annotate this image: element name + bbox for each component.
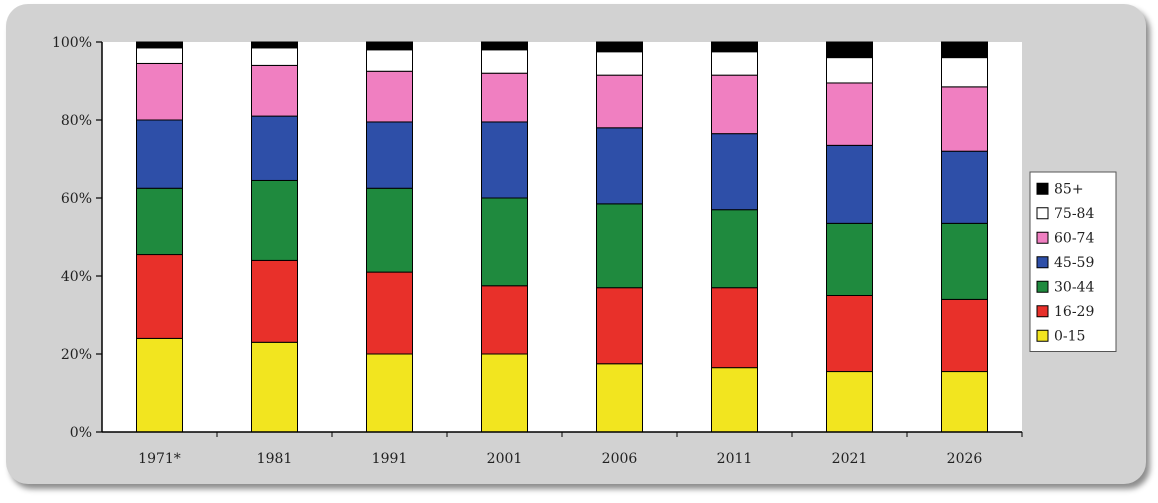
bar-segment [941, 298, 988, 373]
bar-segment [711, 41, 758, 53]
bar-segment [366, 353, 413, 433]
bar-segment [366, 187, 413, 273]
bar-segment [136, 254, 183, 339]
legend-swatch [1036, 182, 1049, 195]
legend: 85+ 75-84 60-74 45-59 30-44 16-29 0-15 [1029, 171, 1117, 352]
bar-stack [136, 41, 183, 433]
bar-segment [366, 121, 413, 189]
bar-segment [711, 51, 758, 76]
bar-segment [251, 41, 298, 49]
bar-segment [366, 41, 413, 51]
legend-label: 16-29 [1054, 304, 1094, 320]
bar-segment [711, 367, 758, 433]
y-tick-label: 20% [61, 347, 92, 363]
y-tick-label: 0% [70, 425, 92, 441]
bar-segment [136, 187, 183, 256]
plot-area [102, 42, 1022, 432]
bar-segment [481, 121, 528, 199]
bar-segment [136, 337, 183, 433]
legend-swatch [1036, 231, 1049, 244]
bar-segment [251, 115, 298, 181]
bar-segment [941, 150, 988, 224]
bar-segment [136, 62, 183, 121]
y-tick-label: 100% [52, 35, 92, 51]
bar-segment [251, 259, 298, 343]
bar-segment [251, 341, 298, 433]
bar-segment [711, 74, 758, 135]
bar-segment [481, 41, 528, 51]
bars [136, 41, 988, 433]
x-tick-label: 1991 [372, 451, 408, 467]
bar-segment [481, 72, 528, 123]
legend-label: 75-84 [1054, 206, 1094, 222]
legend-swatch [1036, 256, 1049, 269]
bar-segment [481, 49, 528, 74]
bar-segment [596, 203, 643, 289]
bar-segment [826, 295, 873, 373]
bar-segment [251, 47, 298, 66]
legend-swatch [1036, 329, 1049, 342]
legend-label: 0-15 [1054, 328, 1085, 344]
bar-segment [826, 57, 873, 84]
x-axis: 1971* 1981 1991 2001 2006 2011 2021 2026 [102, 431, 1023, 467]
y-axis: 0% 20% 40% 60% 80% 100% [52, 35, 103, 441]
x-tick-label: 2006 [602, 451, 638, 467]
bar-segment [366, 49, 413, 72]
bar-stack [251, 41, 298, 433]
bar-stack [826, 41, 873, 433]
bar-segment [711, 287, 758, 369]
bar-segment [941, 57, 988, 88]
bar-segment [941, 41, 988, 59]
bar-segment [596, 127, 643, 205]
bar-segment [596, 74, 643, 129]
bar-segment [481, 197, 528, 287]
bar-segment [366, 271, 413, 355]
y-tick-label: 80% [61, 113, 92, 129]
bar-segment [596, 287, 643, 365]
x-tick-label: 1981 [257, 451, 293, 467]
bar-segment [481, 353, 528, 433]
bar-segment [826, 144, 873, 224]
bar-segment [826, 41, 873, 59]
bar-stack [596, 41, 643, 433]
y-tick-label: 60% [61, 191, 92, 207]
x-tick-label: 2026 [947, 451, 983, 467]
legend-label: 30-44 [1054, 279, 1094, 295]
bar-segment [711, 133, 758, 211]
bar-segment [136, 47, 183, 64]
bar-segment [826, 371, 873, 433]
x-tick-label: 2001 [487, 451, 523, 467]
bar-stack [366, 41, 413, 433]
bar-segment [251, 179, 298, 261]
bar-segment [711, 209, 758, 289]
bar-segment [596, 51, 643, 76]
legend-label: 60-74 [1054, 230, 1094, 246]
bar-stack [481, 41, 528, 433]
bar-segment [941, 222, 988, 300]
bar-segment [251, 64, 298, 117]
bar-segment [481, 285, 528, 355]
x-tick-label: 2011 [717, 451, 753, 467]
legend-label: 45-59 [1054, 255, 1094, 271]
bar-stack [941, 41, 988, 433]
legend-swatch [1036, 280, 1049, 293]
bar-segment [826, 82, 873, 146]
bar-segment [136, 41, 183, 49]
legend-swatch [1036, 305, 1049, 318]
bar-segment [941, 371, 988, 433]
bar-segment [366, 70, 413, 123]
bar-segment [941, 86, 988, 152]
legend-label: 85+ [1054, 181, 1084, 197]
bar-segment [826, 222, 873, 297]
bar-segment [136, 119, 183, 189]
legend-swatch [1036, 207, 1049, 220]
x-tick-label: 1971* [138, 451, 181, 467]
bar-segment [596, 363, 643, 433]
bar-stack [711, 41, 758, 433]
y-tick-label: 40% [61, 269, 92, 285]
bar-segment [596, 41, 643, 53]
x-tick-label: 2021 [832, 451, 868, 467]
